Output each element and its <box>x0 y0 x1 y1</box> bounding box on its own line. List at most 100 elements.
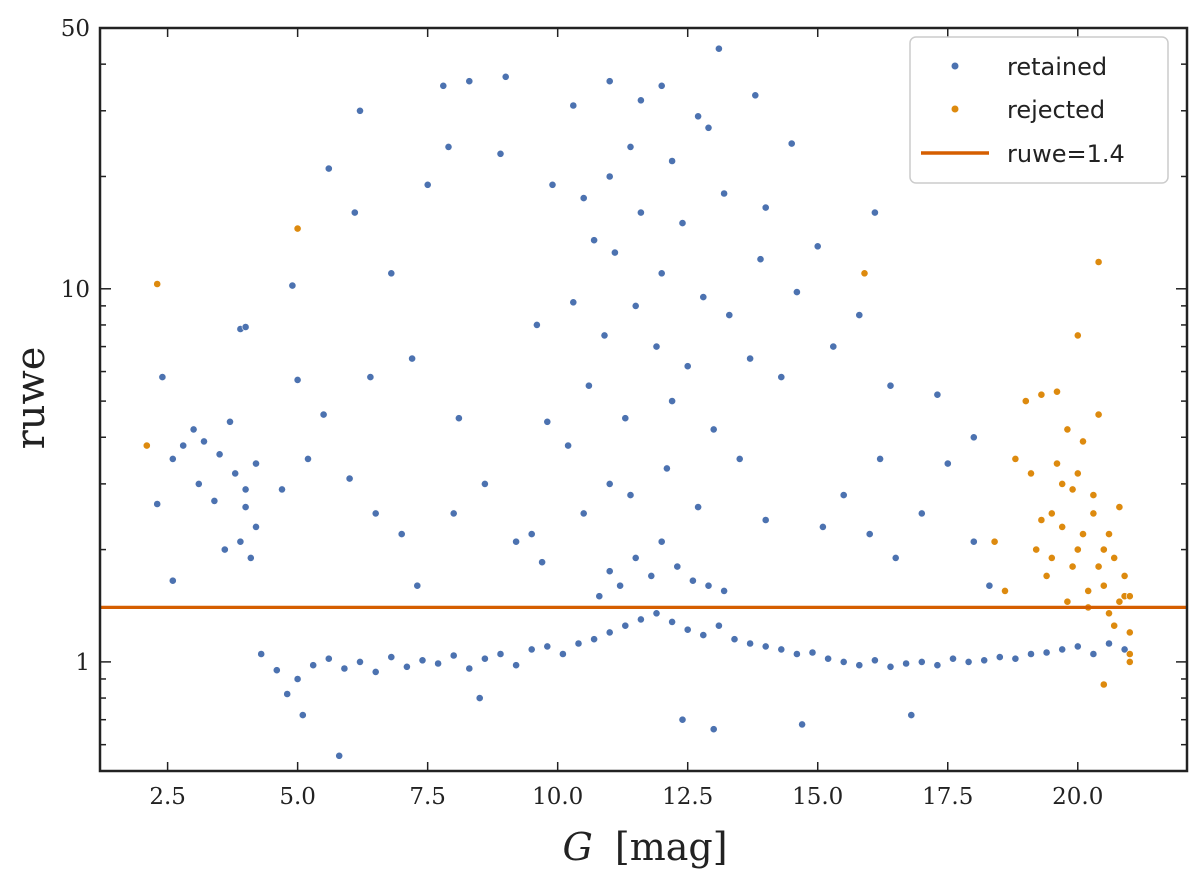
x-tick-label: 2.5 <box>149 784 186 810</box>
point-retained <box>335 751 344 760</box>
point-retained <box>402 662 411 671</box>
point-rejected <box>142 441 151 450</box>
point-retained <box>798 720 806 729</box>
point-retained <box>423 180 432 189</box>
point-retained <box>715 621 723 630</box>
point-retained <box>548 180 557 189</box>
point-retained <box>907 711 916 719</box>
point-retained <box>512 537 520 546</box>
point-retained <box>605 479 614 488</box>
point-retained <box>746 639 754 648</box>
point-retained <box>709 725 718 734</box>
point-retained <box>917 658 926 666</box>
x-tick-label: 5.0 <box>279 784 316 810</box>
point-retained <box>350 208 359 217</box>
point-retained <box>200 437 208 446</box>
point-retained <box>449 509 458 518</box>
point-rejected <box>1079 437 1087 446</box>
point-rejected <box>990 537 999 546</box>
point-retained <box>252 459 260 468</box>
point-rejected <box>860 269 869 278</box>
legend: retained rejected ruwe=1.4 <box>909 36 1169 184</box>
point-retained <box>168 576 177 585</box>
point-rejected <box>1073 331 1082 340</box>
point-retained <box>278 485 286 494</box>
point-retained <box>595 592 604 601</box>
point-retained <box>631 301 640 310</box>
point-retained <box>252 523 260 531</box>
point-rejected <box>1001 587 1009 595</box>
y-tick-label: 50 <box>61 16 90 42</box>
legend-box <box>909 36 1169 184</box>
point-retained <box>298 711 307 719</box>
point-rejected <box>1115 597 1124 606</box>
point-rejected <box>1089 491 1098 499</box>
point-rejected <box>1079 530 1087 538</box>
point-rejected <box>1011 454 1020 463</box>
point-retained <box>746 354 754 363</box>
point-retained <box>496 650 505 658</box>
point-retained <box>637 615 645 624</box>
point-retained <box>371 668 380 676</box>
point-rejected <box>1047 509 1056 518</box>
point-retained <box>616 581 624 590</box>
point-retained <box>527 645 536 654</box>
point-retained <box>793 650 801 658</box>
point-retained <box>579 509 588 518</box>
point-retained <box>689 576 697 585</box>
point-retained <box>694 503 702 511</box>
point-retained <box>371 509 380 518</box>
point-retained <box>902 659 910 668</box>
point-rejected <box>293 224 302 233</box>
point-retained <box>777 373 786 381</box>
point-rejected <box>1094 258 1103 266</box>
point-retained <box>226 417 234 426</box>
point-retained <box>397 530 406 538</box>
point-retained <box>995 653 1004 661</box>
x-tick-label: 12.5 <box>662 784 713 810</box>
point-retained <box>964 658 973 666</box>
point-rejected <box>1115 503 1124 511</box>
y-axis-label: ruwe <box>8 347 54 450</box>
point-retained <box>210 496 219 505</box>
point-retained <box>855 661 864 670</box>
point-retained <box>465 77 474 86</box>
point-retained <box>605 172 614 181</box>
point-retained <box>543 642 552 651</box>
point-retained <box>272 666 281 675</box>
point-rejected <box>1099 581 1108 590</box>
point-retained <box>1058 645 1067 654</box>
point-rejected <box>1084 587 1093 595</box>
point-retained <box>933 661 942 670</box>
point-rejected <box>1068 485 1077 494</box>
point-retained <box>366 373 375 381</box>
point-rejected <box>1068 562 1077 571</box>
x-axis-unit: [mag] <box>615 825 728 869</box>
point-rejected <box>1063 597 1072 606</box>
point-rejected <box>1094 410 1103 419</box>
point-retained <box>215 450 224 459</box>
legend-marker-rejected <box>951 105 959 113</box>
point-retained <box>626 142 635 151</box>
point-retained <box>699 631 708 639</box>
point-retained <box>356 106 364 115</box>
point-retained <box>324 654 333 663</box>
legend-label-retained: retained <box>1007 53 1107 81</box>
point-retained <box>871 208 879 217</box>
point-retained <box>793 288 801 296</box>
point-retained <box>179 441 188 450</box>
point-rejected <box>1047 554 1056 562</box>
point-retained <box>704 123 713 132</box>
point-retained <box>574 639 583 648</box>
point-retained <box>158 373 167 381</box>
points-layer <box>142 44 1134 760</box>
point-retained <box>637 208 645 217</box>
point-retained <box>631 554 640 562</box>
series-rejected <box>142 224 1134 689</box>
point-retained <box>699 293 708 301</box>
point-rejected <box>1099 680 1108 689</box>
point-retained <box>590 635 598 644</box>
x-tick-label: 7.5 <box>409 784 446 810</box>
point-retained <box>480 654 489 663</box>
